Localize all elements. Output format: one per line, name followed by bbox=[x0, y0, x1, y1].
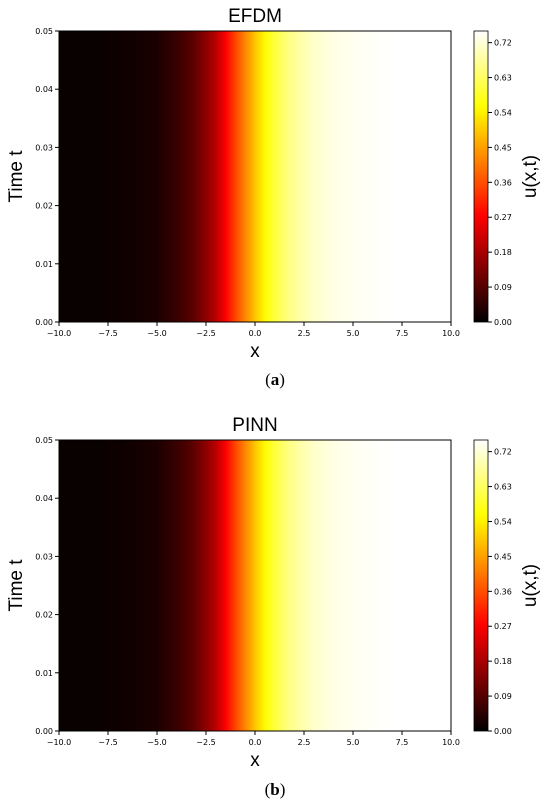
colorbar-tick-label: 0.00 bbox=[494, 727, 512, 736]
x-tick-label: 10.0 bbox=[442, 329, 460, 338]
x-axis-label: x bbox=[250, 341, 260, 362]
y-tick-label: 0.01 bbox=[35, 260, 53, 269]
colorbar bbox=[474, 440, 488, 731]
x-tick-label: 2.5 bbox=[298, 738, 311, 747]
colorbar-tick-label: 0.63 bbox=[494, 74, 512, 83]
colorbar-tick-label: 0.72 bbox=[494, 39, 512, 48]
x-tick-label: 2.5 bbox=[298, 329, 311, 338]
heatmap-field bbox=[59, 31, 451, 322]
colorbar-label: u(x,t) bbox=[520, 564, 541, 607]
colorbar-frame bbox=[473, 30, 489, 323]
x-tick-label: −7.5 bbox=[98, 329, 117, 338]
colorbar-tick-label: 0.18 bbox=[494, 248, 512, 257]
x-tick-label: 0.0 bbox=[249, 738, 262, 747]
colorbar-tick-label: 0.54 bbox=[494, 517, 512, 526]
colorbar-tick-label: 0.09 bbox=[494, 692, 512, 701]
colorbar-tick-label: 0.27 bbox=[494, 213, 512, 222]
y-tick-label: 0.02 bbox=[35, 611, 53, 620]
colorbar-tick-label: 0.54 bbox=[494, 108, 512, 117]
x-tick-label: 10.0 bbox=[442, 738, 460, 747]
y-tick-label: 0.04 bbox=[35, 85, 53, 94]
chart-title: EFDM bbox=[228, 6, 282, 27]
y-tick-label: 0.04 bbox=[35, 494, 53, 503]
x-tick-label: 7.5 bbox=[396, 329, 409, 338]
x-tick-label: −10.0 bbox=[47, 738, 72, 747]
y-axis-label: Time t bbox=[6, 150, 27, 203]
y-tick-label: 0.02 bbox=[35, 202, 53, 211]
x-tick-label: −5.0 bbox=[147, 329, 166, 338]
chart-title: PINN bbox=[232, 415, 277, 436]
colorbar-tick-label: 0.63 bbox=[494, 483, 512, 492]
y-tick-label: 0.01 bbox=[35, 669, 53, 678]
y-tick-label: 0.05 bbox=[35, 27, 53, 36]
x-axis-label: x bbox=[250, 750, 260, 771]
x-tick-label: 5.0 bbox=[347, 738, 360, 747]
x-tick-label: −2.5 bbox=[196, 329, 215, 338]
colorbar bbox=[474, 31, 488, 322]
heatmap-panel-1: EFDM −10.0 −7.5 −5.0 −2.5 0.0 2.5 5.0 7.5 10.0 x 0.… bbox=[6, 6, 541, 362]
colorbar-tick-label: 0.36 bbox=[494, 587, 512, 596]
colorbar-tick-label: 0.18 bbox=[494, 657, 512, 666]
x-tick-label: −10.0 bbox=[47, 329, 72, 338]
caption-b: (b) bbox=[264, 780, 286, 799]
x-tick-label: −5.0 bbox=[147, 738, 166, 747]
heatmap-field bbox=[59, 440, 451, 731]
y-tick-label: 0.00 bbox=[35, 318, 53, 327]
x-tick-label: 0.0 bbox=[249, 329, 262, 338]
y-tick-label: 0.00 bbox=[35, 727, 53, 736]
y-tick-label: 0.03 bbox=[35, 143, 53, 152]
x-tick-label: 7.5 bbox=[396, 738, 409, 747]
colorbar-tick-label: 0.09 bbox=[494, 283, 512, 292]
colorbar-tick-label: 0.00 bbox=[494, 318, 512, 327]
heatmap-panel-2: PINN −10.0 −7.5 −5.0 −2.5 0.0 2.5 5.0 7.5 10.0 x 0.… bbox=[6, 415, 541, 771]
x-tick-label: −2.5 bbox=[196, 738, 215, 747]
caption-a: (a) bbox=[265, 370, 285, 389]
colorbar-tick-label: 0.36 bbox=[494, 178, 512, 187]
colorbar-label: u(x,t) bbox=[520, 155, 541, 198]
y-tick-label: 0.05 bbox=[35, 436, 53, 445]
colorbar-tick-label: 0.45 bbox=[494, 552, 512, 561]
colorbar-tick-label: 0.45 bbox=[494, 143, 512, 152]
colorbar-tick-label: 0.72 bbox=[494, 448, 512, 457]
y-tick-label: 0.03 bbox=[35, 552, 53, 561]
y-axis-label: Time t bbox=[6, 559, 27, 612]
x-tick-label: −7.5 bbox=[98, 738, 117, 747]
x-tick-label: 5.0 bbox=[347, 329, 360, 338]
colorbar-tick-label: 0.27 bbox=[494, 622, 512, 631]
colorbar-frame bbox=[473, 439, 489, 732]
